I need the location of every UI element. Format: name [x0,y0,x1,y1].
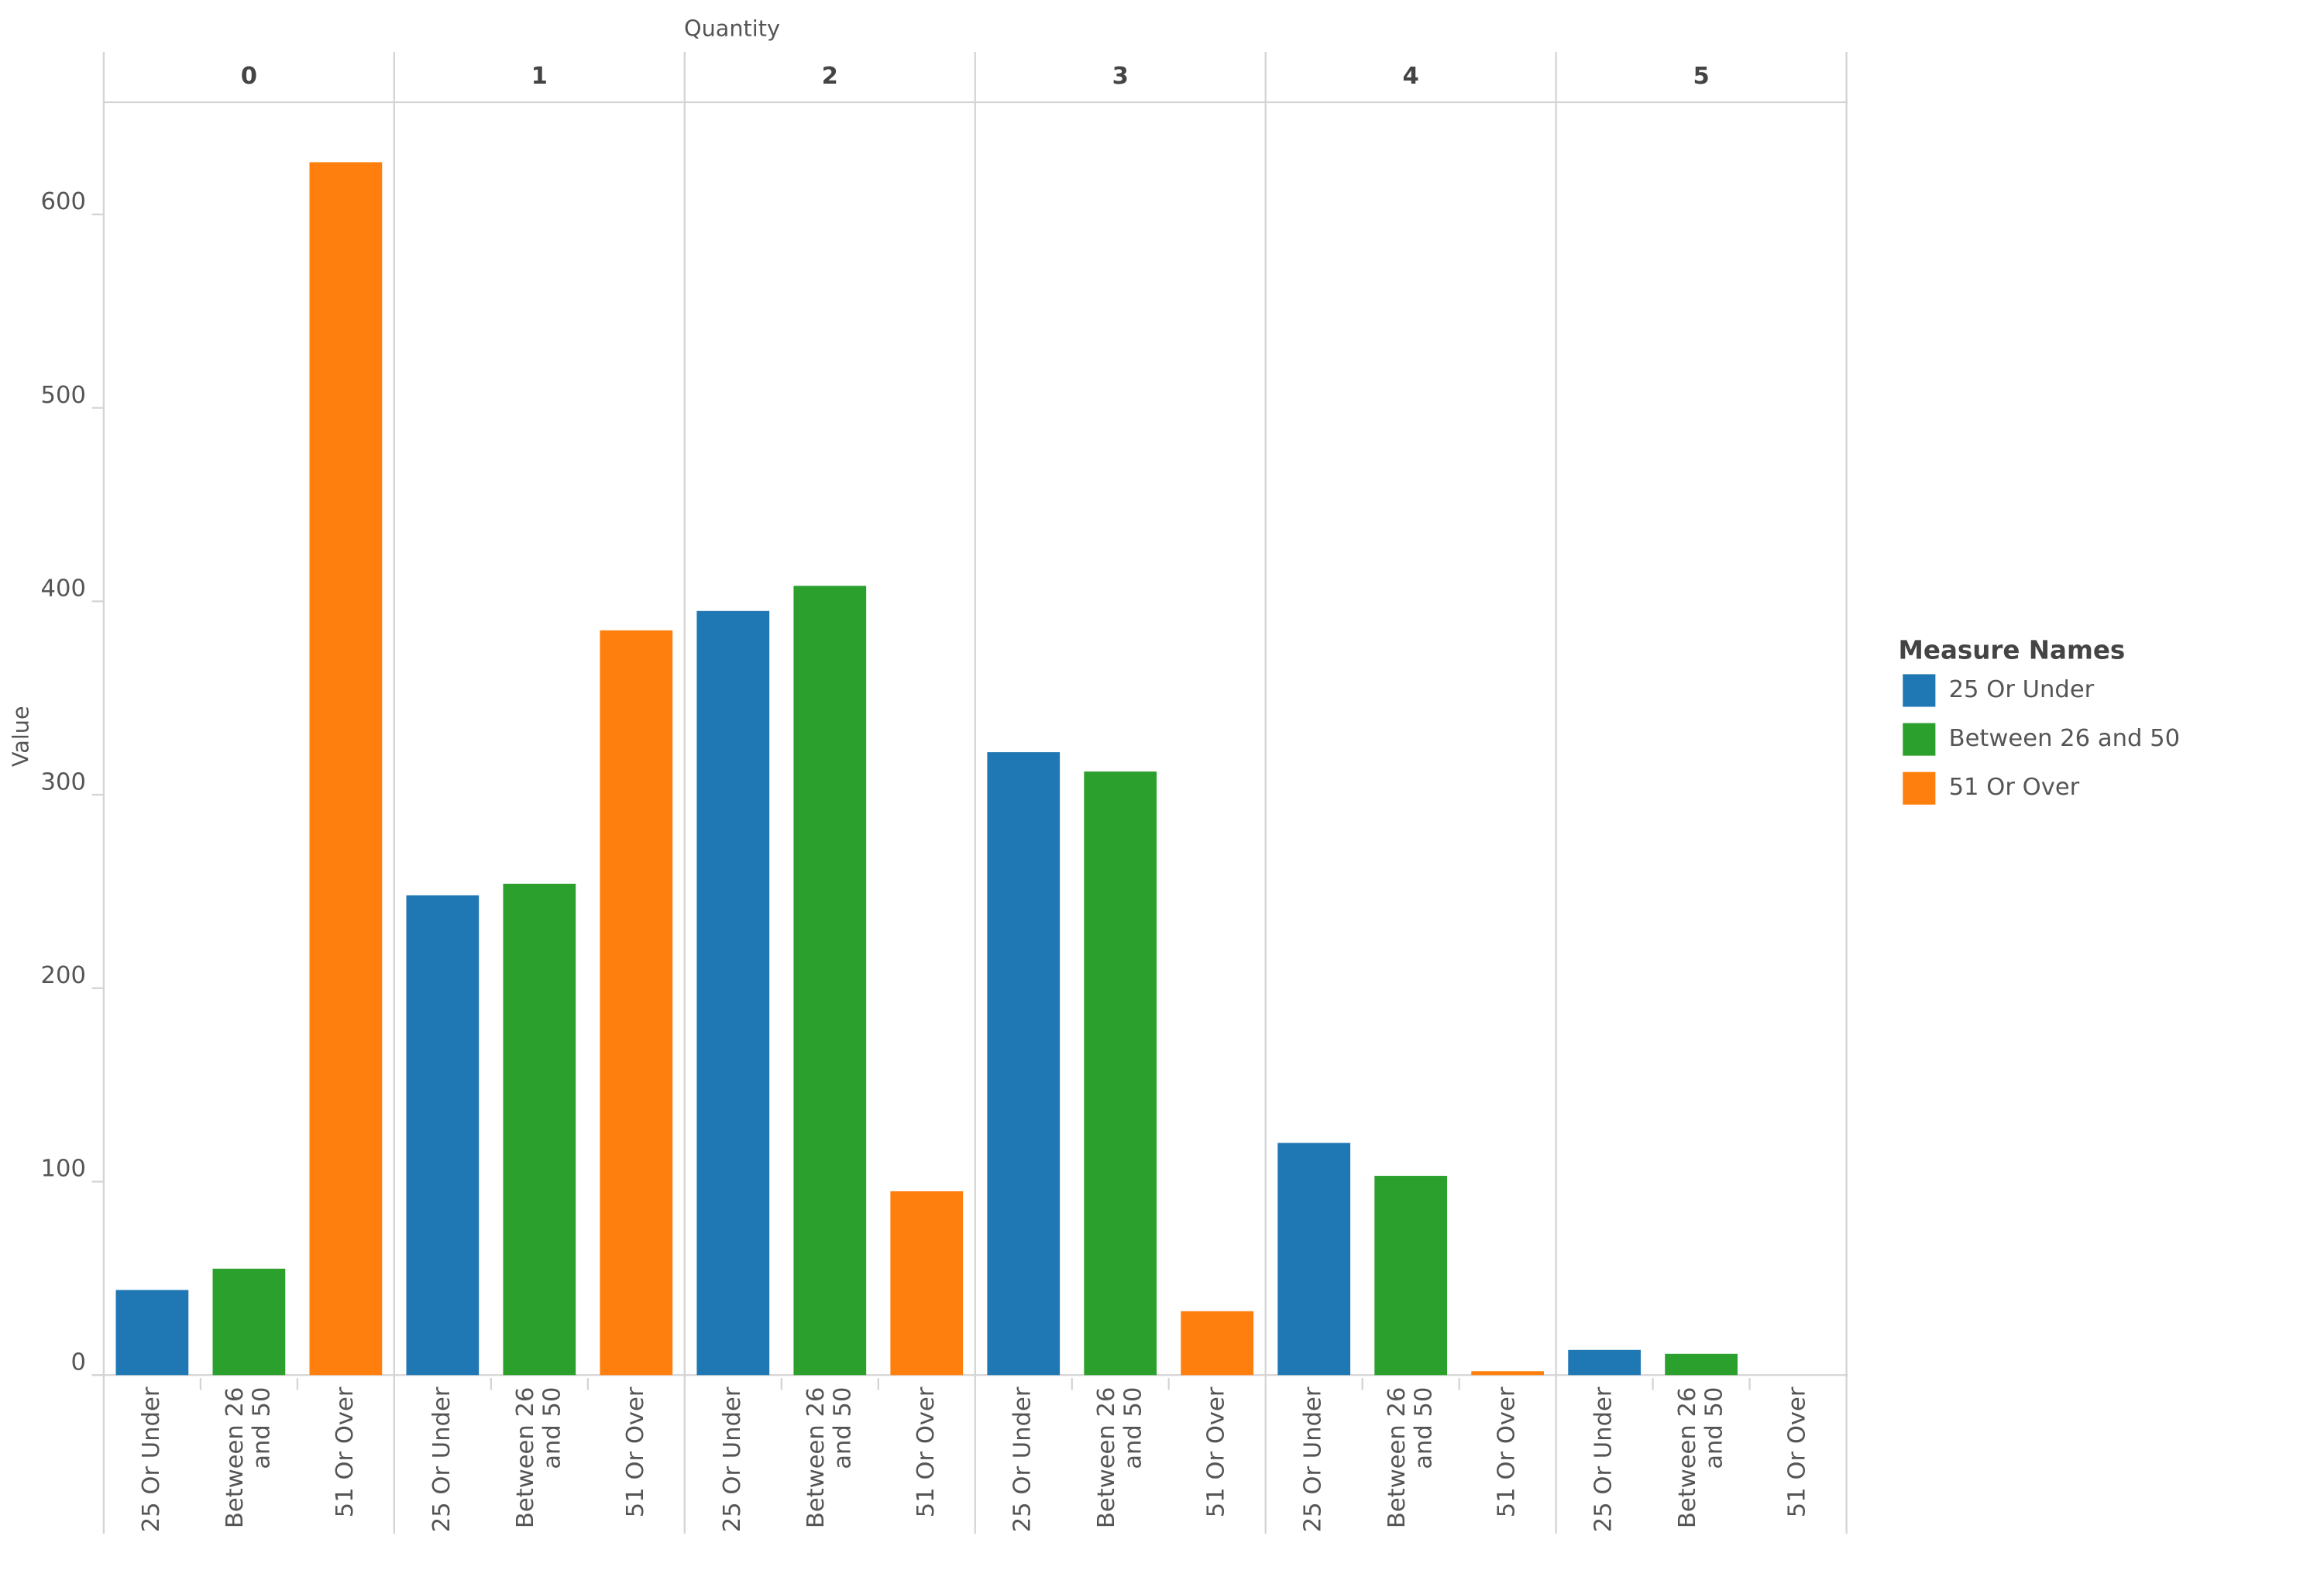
x-tick-label-line: Between 26 [1673,1387,1700,1529]
y-axis-title: Value [8,706,34,767]
x-tick-label-line: and 50 [1700,1387,1728,1477]
x-tick-label: Between 26 and 50 [1673,1387,1727,1529]
x-tick-label: 25 Or Under [1009,1386,1037,1532]
facet-label: 4 [1403,63,1419,90]
x-tick-label-line: Between 26 [222,1387,249,1529]
x-axis-title: Quantity [684,15,780,41]
x-tick-label-line: and 50 [538,1387,566,1477]
bar [1277,1142,1351,1376]
legend-label: Between 26 and 50 [1949,725,2180,752]
bar [1665,1353,1738,1376]
x-tick-label: 51 Or Over [622,1386,649,1517]
bar [600,630,673,1376]
x-tick-label: 25 Or Under [719,1386,746,1532]
y-tick-label: 0 [70,1349,85,1376]
bar [793,586,867,1376]
y-tick-label: 100 [41,1156,86,1183]
bar [890,1191,964,1376]
y-tick-label: 300 [41,768,86,795]
x-tick-label: 25 Or Under [138,1386,165,1532]
bar [115,1290,189,1376]
x-tick-label-line: and 50 [1410,1387,1437,1477]
x-tick-label: 51 Or Over [1784,1386,1811,1517]
bar [1374,1176,1448,1376]
y-tick-label: 200 [41,962,86,989]
x-tick-label: 51 Or Over [332,1386,359,1517]
bar [212,1268,286,1376]
bar [1181,1311,1254,1376]
legend-swatch [1903,771,1936,805]
x-tick-label: 51 Or Over [1494,1386,1521,1517]
facet-label: 0 [241,63,257,90]
x-tick-label: 25 Or Under [1590,1386,1618,1532]
x-tick-label-line: and 50 [1119,1387,1147,1477]
bar [1084,771,1157,1376]
bar [987,752,1061,1376]
x-tick-label: Between 26 and 50 [1093,1387,1147,1529]
x-tick-label: Between 26 and 50 [803,1387,856,1529]
x-tick-label-line: Between 26 [803,1387,830,1529]
x-tick-label-line: Between 26 [1093,1387,1120,1529]
bar [406,895,480,1376]
x-tick-label: 25 Or Under [428,1386,456,1532]
y-tick-label: 600 [41,188,86,215]
x-tick-label-line: Between 26 [1383,1387,1410,1529]
x-tick-label: 51 Or Over [913,1386,940,1517]
bar [503,883,576,1376]
facet-label: 3 [1112,63,1129,90]
facet-label: 2 [822,63,838,90]
bar [696,610,770,1376]
legend-label: 51 Or Over [1949,774,2080,801]
y-tick-label: 500 [41,382,86,409]
x-tick-label: Between 26 and 50 [512,1387,566,1529]
legend-title: Measure Names [1899,636,2126,665]
x-tick-label: 51 Or Over [1203,1386,1230,1517]
x-tick-label: Between 26 and 50 [222,1387,275,1529]
x-tick-label-line: Between 26 [512,1387,539,1529]
x-tick-label: Between 26 and 50 [1383,1387,1436,1529]
x-tick-label: 25 Or Under [1300,1386,1327,1532]
facet-label: 1 [531,63,548,90]
bar [1471,1371,1545,1376]
legend-swatch [1903,674,1936,707]
x-tick-label-line: and 50 [248,1387,275,1477]
bar [1568,1349,1642,1376]
bar [309,162,383,1376]
x-tick-label-line: and 50 [829,1387,856,1477]
facet-label: 5 [1693,63,1709,90]
y-tick-label: 400 [41,576,86,603]
legend-swatch [1903,723,1936,756]
legend-label: 25 Or Under [1949,676,2095,703]
